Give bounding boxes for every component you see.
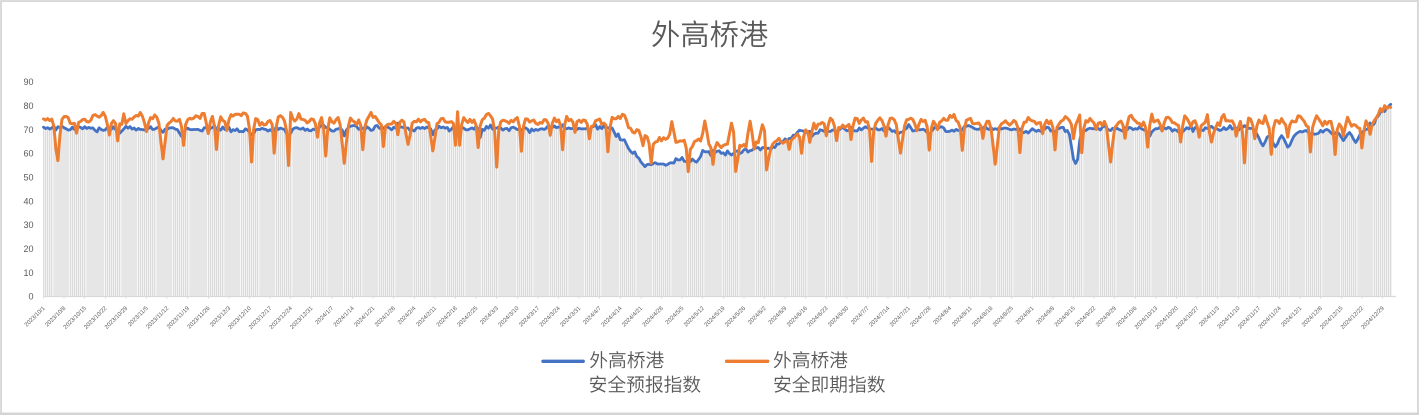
svg-text:30: 30 [23,220,33,230]
svg-text:0: 0 [28,292,33,302]
svg-text:40: 40 [23,196,33,206]
svg-text:50: 50 [23,173,33,183]
svg-text:20: 20 [23,244,33,254]
svg-text:60: 60 [23,149,33,159]
svg-text:90: 90 [23,77,33,87]
svg-text:80: 80 [23,101,33,111]
svg-text:70: 70 [23,125,33,135]
svg-text:10: 10 [23,268,33,278]
